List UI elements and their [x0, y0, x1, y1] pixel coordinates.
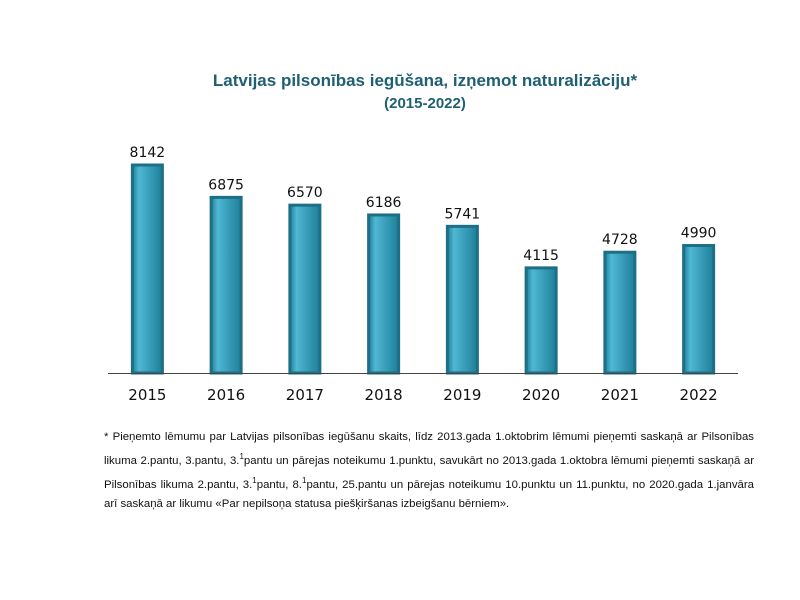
footnote-sup-1: 1 — [239, 452, 244, 461]
x-tick-label-2018: 2018 — [365, 386, 403, 404]
bar-2019 — [445, 224, 479, 375]
footnote: * Pieņemto lēmumu par Latvijas pilsonība… — [104, 428, 754, 514]
chart-title: Latvijas pilsonības iegūšana, izņemot na… — [212, 71, 638, 90]
x-tick-label-2019: 2019 — [443, 386, 481, 404]
footnote-sup-2: 1 — [252, 475, 257, 485]
x-tick-label-2021: 2021 — [601, 386, 639, 404]
x-tick-label-2016: 2016 — [207, 386, 245, 404]
value-label-2021: 4728 — [602, 232, 638, 248]
footnote-sup-3: 1 — [301, 475, 307, 485]
value-label-2015: 8142 — [130, 145, 166, 161]
footnote-text-4: pantu, 25.pantu un pārejas noteikumu 10.… — [104, 478, 754, 510]
chart-subtitle: (2015-2022) — [384, 95, 466, 112]
bar-2022 — [682, 244, 716, 375]
footnote-text-1: * Pieņemto lēmumu par Latvijas pilsonība… — [104, 431, 754, 467]
value-labels-group: 8142 6875 6570 6186 5741 4115 4728 4990 — [130, 145, 717, 264]
value-label-2022: 4990 — [681, 226, 717, 242]
bar-2017 — [288, 203, 322, 375]
x-tick-label-2022: 2022 — [680, 386, 718, 404]
footnote-text-3: pantu, 8. — [256, 478, 302, 491]
value-label-2019: 5741 — [445, 206, 481, 222]
bar-2015 — [130, 163, 164, 375]
x-tick-label-2015: 2015 — [128, 386, 166, 404]
value-label-2020: 4115 — [523, 248, 559, 264]
bar-2018 — [367, 213, 401, 375]
value-label-2018: 6186 — [366, 195, 402, 211]
bar-2016 — [209, 195, 243, 375]
x-tick-label-2020: 2020 — [522, 386, 560, 404]
value-label-2017: 6570 — [287, 185, 323, 201]
value-label-2016: 6875 — [208, 177, 244, 193]
bar-2020 — [524, 266, 558, 375]
footnote-text-2: pantu un pārejas noteikumu 1.punktu, sav… — [104, 454, 754, 491]
x-tick-label-2017: 2017 — [286, 386, 324, 404]
bars-group — [130, 163, 716, 375]
x-tick-labels-group: 2015 2016 2017 2018 2019 2020 2021 2022 — [128, 386, 717, 404]
bar-2021 — [603, 250, 637, 375]
